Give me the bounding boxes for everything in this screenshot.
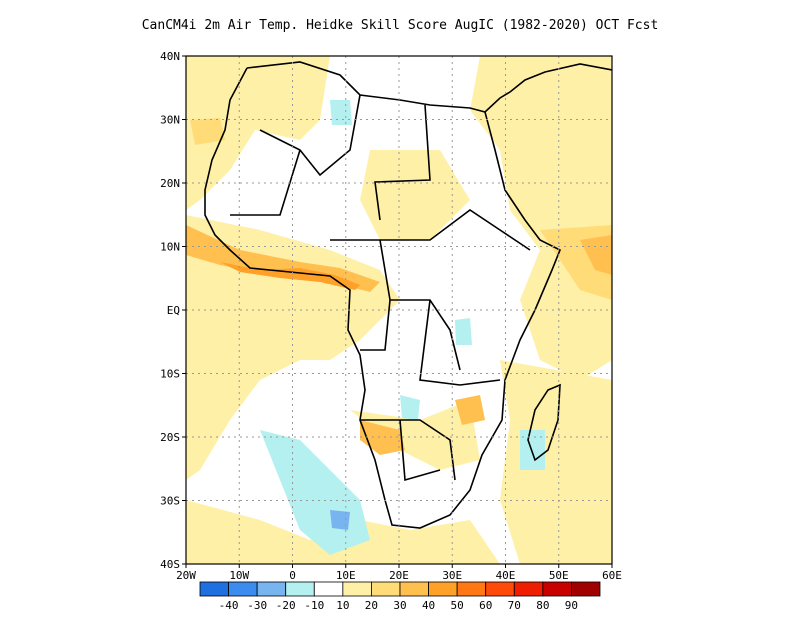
lon-tick-label: 60E bbox=[602, 569, 622, 582]
colorbar-swatch bbox=[256, 581, 287, 597]
longitude-axis: 20W 10W 0 10E 20E 30E 40E 50E 60E bbox=[176, 564, 622, 582]
lon-tick-label: 20W bbox=[176, 569, 196, 582]
lat-tick-label: 40N bbox=[160, 50, 180, 63]
lat-tick-label: 20N bbox=[160, 177, 180, 190]
colorbar-swatch bbox=[513, 581, 544, 597]
colorbar-label: 10 bbox=[336, 599, 349, 612]
lat-tick-label: 10N bbox=[160, 241, 180, 254]
lat-tick-label: 30S bbox=[160, 495, 180, 508]
lat-tick-label: EQ bbox=[167, 304, 180, 317]
lon-tick-label: 0 bbox=[289, 569, 296, 582]
latitude-axis: 40N 30N 20N 10N EQ 10S 20S 30S 40S bbox=[160, 50, 186, 571]
colorbar-swatch bbox=[285, 581, 315, 597]
colorbar-label: 90 bbox=[565, 599, 578, 612]
colorbar bbox=[199, 581, 601, 597]
colorbar-label: 70 bbox=[508, 599, 521, 612]
lon-tick-label: 50E bbox=[549, 569, 569, 582]
coastlines bbox=[204, 61, 612, 529]
lon-tick-label: 10W bbox=[229, 569, 249, 582]
lon-tick-label: 40E bbox=[496, 569, 516, 582]
colorbar-label: 30 bbox=[393, 599, 406, 612]
colorbar-label: 20 bbox=[365, 599, 378, 612]
colorbar-swatch bbox=[571, 581, 601, 597]
lon-tick-label: 30E bbox=[442, 569, 462, 582]
gridlines bbox=[186, 56, 612, 564]
colorbar-swatch bbox=[199, 581, 229, 597]
colorbar-swatch bbox=[542, 581, 572, 597]
lat-tick-label: 40S bbox=[160, 558, 180, 571]
colorbar-swatch bbox=[228, 581, 258, 597]
colorbar-label: 80 bbox=[536, 599, 549, 612]
colorbar-label: -20 bbox=[276, 599, 296, 612]
colorbar-swatch bbox=[342, 581, 372, 597]
lat-tick-label: 20S bbox=[160, 431, 180, 444]
colorbar-label: 40 bbox=[422, 599, 435, 612]
lon-tick-label: 20E bbox=[389, 569, 409, 582]
colorbar-swatch bbox=[428, 581, 458, 597]
colorbar-label: -40 bbox=[219, 599, 239, 612]
colorbar-swatch bbox=[399, 581, 429, 597]
colorbar-swatch bbox=[485, 581, 515, 597]
colorbar-label: -10 bbox=[304, 599, 324, 612]
colorbar-label: -30 bbox=[247, 599, 267, 612]
colorbar-swatch bbox=[313, 581, 344, 597]
lon-tick-label: 10E bbox=[336, 569, 356, 582]
lat-tick-label: 10S bbox=[160, 368, 180, 381]
colorbar-label: 50 bbox=[451, 599, 464, 612]
colorbar-swatch bbox=[456, 581, 487, 597]
colorbar-labels: -40 -30 -20 -10 10 20 30 40 50 60 70 80 90 bbox=[219, 599, 578, 612]
lat-tick-label: 30N bbox=[160, 114, 180, 127]
map-title: CanCM4i 2m Air Temp. Heidke Skill Score … bbox=[141, 18, 659, 33]
colorbar-label: 60 bbox=[479, 599, 492, 612]
colorbar-swatch bbox=[371, 581, 401, 597]
